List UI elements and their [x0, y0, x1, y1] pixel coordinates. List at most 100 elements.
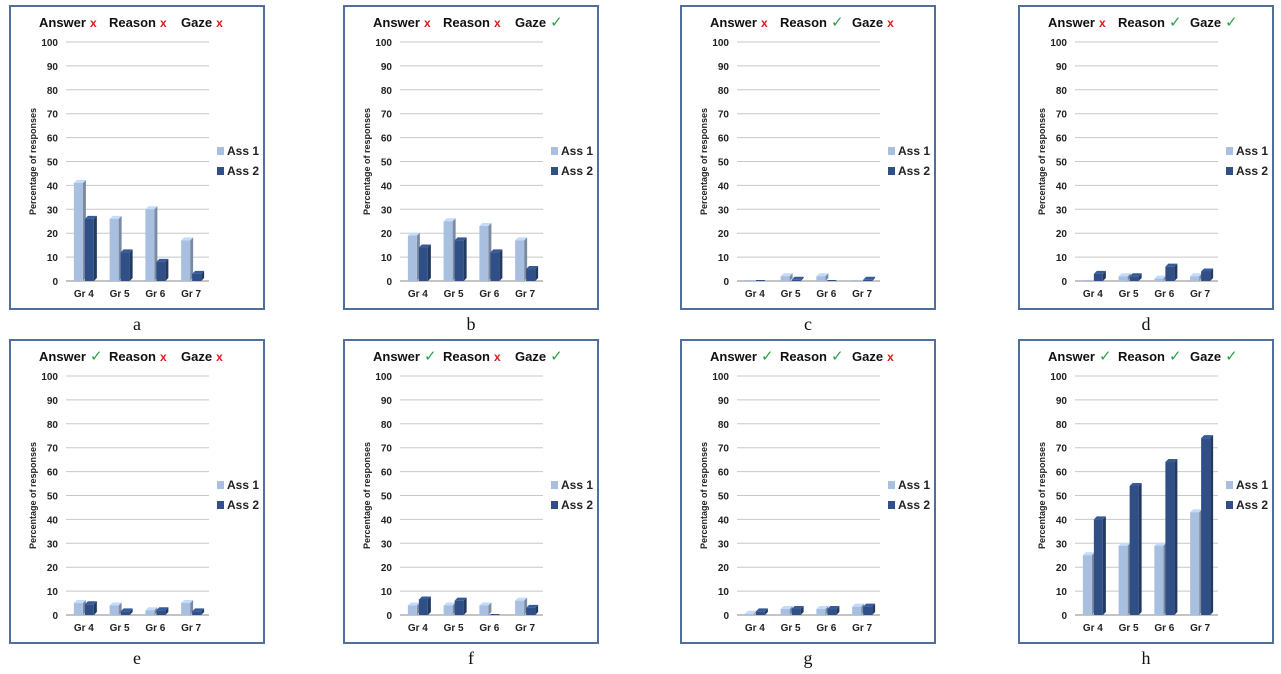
- bar-ass2-gr7: [1201, 268, 1214, 281]
- bar-ass1-gr6: [1154, 542, 1167, 615]
- header-label-answer: Answer: [373, 15, 420, 30]
- cross-icon: x: [216, 16, 223, 30]
- chart-frame: [1018, 5, 1274, 310]
- header-label-reason: Reason: [1118, 15, 1165, 30]
- legend-label-1: Ass 1: [1236, 144, 1268, 158]
- y-tick-label: 50: [1056, 158, 1068, 169]
- y-tick-label: 10: [1056, 587, 1068, 598]
- bar-ass2-gr6: [827, 280, 837, 281]
- y-tick-label: 30: [47, 205, 59, 216]
- y-tick-label: 10: [381, 253, 393, 264]
- legend-swatch-1: [888, 147, 895, 155]
- header-label-gaze: Gaze: [181, 15, 212, 30]
- chart-svg: Answer x Reason x Gaze ✓010203040506070809010…: [362, 14, 593, 300]
- bar-ass2-gr5: [791, 606, 804, 615]
- bar-ass1-gr4: [744, 610, 757, 615]
- legend-swatch-1: [1226, 147, 1233, 155]
- panel-caption: h: [1141, 648, 1151, 668]
- legend-label-2: Ass 2: [561, 498, 593, 512]
- x-tick-label: Gr 7: [181, 623, 201, 634]
- bar-ass1-gr7: [181, 237, 194, 281]
- legend-swatch-1: [217, 481, 224, 489]
- legend-swatch-2: [217, 167, 224, 175]
- chart-panel-e: Answer ✓ Reason x Gaze x 0 10 20 30 40 50 60 70 80 90 10…: [9, 339, 265, 674]
- header-label-gaze: Gaze: [1190, 15, 1221, 30]
- y-tick-label: 40: [718, 515, 730, 526]
- y-tick-label: 20: [1056, 229, 1068, 240]
- chart-panel-d: Answer x Reason ✓ Gaze ✓ 0 10 20 30 40 50 60 70 80 90 10…: [1018, 5, 1274, 340]
- y-tick-label: 0: [52, 277, 58, 288]
- y-tick-label: 10: [47, 587, 59, 598]
- bar-ass2-gr7: [526, 604, 539, 615]
- y-tick-label: 10: [718, 587, 730, 598]
- bar-ass1-gr5: [780, 273, 793, 281]
- chart-frame: [1018, 339, 1274, 644]
- bar-ass1-gr6: [1154, 275, 1167, 281]
- y-tick-label: 80: [718, 86, 730, 97]
- x-tick-label: Gr 4: [1083, 289, 1103, 300]
- header-label-reason: Reason: [780, 15, 827, 30]
- legend-swatch-2: [888, 501, 895, 509]
- panel-caption: g: [803, 648, 813, 668]
- bar-ass2-gr6: [490, 249, 503, 281]
- bar-ass2-gr4: [1093, 516, 1106, 615]
- y-tick-label: 20: [47, 563, 59, 574]
- bar-ass1-gr4: [1082, 280, 1092, 281]
- bar-ass1-gr5: [1118, 273, 1131, 281]
- x-tick-label: Gr 7: [852, 289, 872, 300]
- chart-frame: [343, 339, 599, 644]
- y-tick-label: 80: [47, 420, 59, 431]
- cross-icon: x: [887, 16, 894, 30]
- y-tick-label: 40: [47, 515, 59, 526]
- y-tick-label: 10: [381, 587, 393, 598]
- y-axis-label: Percentage of responses: [1037, 442, 1047, 549]
- y-tick-label: 30: [1056, 539, 1068, 550]
- legend-label-1: Ass 1: [1236, 478, 1268, 492]
- header-label-reason: Reason: [443, 15, 490, 30]
- chart-panel-f: Answer ✓ Reason x Gaze ✓ 0 10 20 30 40 50 60 70 80 90 10…: [343, 339, 599, 674]
- bar-ass1-gr7: [1190, 273, 1203, 281]
- bar-ass1-gr7: [515, 597, 528, 615]
- cross-icon: x: [1099, 16, 1106, 30]
- chart-panel-b: Answer x Reason x Gaze ✓ 0 10 20 30 40 50 60 70 80 90 10…: [343, 5, 599, 340]
- bar-ass1-gr7: [515, 237, 528, 281]
- y-tick-label: 60: [718, 468, 730, 479]
- check-icon: ✓: [1099, 348, 1112, 365]
- y-tick-label: 0: [723, 277, 729, 288]
- y-tick-label: 40: [1056, 515, 1068, 526]
- bar-ass1-gr4: [1082, 552, 1095, 615]
- header-label-answer: Answer: [1048, 349, 1095, 364]
- bar-ass1-gr5: [443, 602, 456, 615]
- x-tick-label: Gr 4: [408, 289, 428, 300]
- bar-ass2-gr7: [863, 276, 876, 281]
- x-tick-label: Gr 5: [1119, 623, 1139, 634]
- header-label-gaze: Gaze: [852, 349, 883, 364]
- chart-svg: Answer ✓ Reason x Gaze ✓ 0 10 20 30 40 50 60 70 80 90 10…: [362, 348, 593, 634]
- cross-icon: x: [761, 16, 768, 30]
- y-tick-label: 90: [718, 62, 730, 73]
- legend-label-2: Ass 2: [561, 164, 593, 178]
- header-label-reason: Reason: [780, 349, 827, 364]
- y-tick-label: 80: [381, 420, 393, 431]
- bar-ass2-gr6: [156, 607, 169, 615]
- chart-svg: Answer x Reason ✓ Gaze x010203040506070809010…: [699, 14, 930, 300]
- y-tick-label: 80: [718, 420, 730, 431]
- header-label-gaze: Gaze: [852, 15, 883, 30]
- y-tick-label: 90: [47, 62, 59, 73]
- y-tick-label: 20: [47, 229, 59, 240]
- y-tick-label: 50: [47, 492, 59, 503]
- x-tick-label: Gr 6: [145, 289, 165, 300]
- panel-caption: f: [468, 648, 474, 668]
- check-icon: ✓: [831, 14, 844, 31]
- y-tick-label: 100: [712, 38, 729, 49]
- y-tick-label: 0: [1061, 277, 1067, 288]
- bar-ass2-gr4: [755, 280, 765, 281]
- x-tick-label: Gr 6: [816, 289, 836, 300]
- x-tick-label: Gr 6: [479, 289, 499, 300]
- header-label-reason: Reason: [1118, 349, 1165, 364]
- legend-label-1: Ass 1: [561, 478, 593, 492]
- legend-label-1: Ass 1: [227, 144, 259, 158]
- check-icon: ✓: [1225, 348, 1238, 365]
- y-tick-label: 30: [718, 205, 730, 216]
- header-label-answer: Answer: [710, 15, 757, 30]
